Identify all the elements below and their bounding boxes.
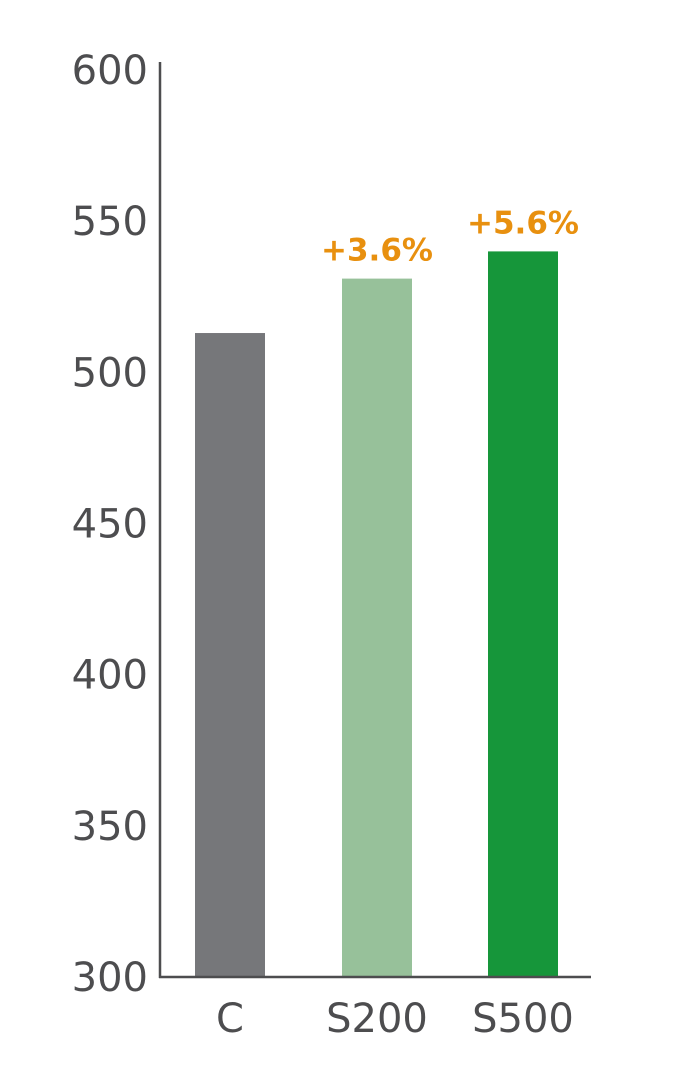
x-tick-label-s200: S200 — [326, 996, 428, 1042]
bar-s500 — [488, 251, 558, 977]
y-tick-label-450: 450 — [72, 502, 148, 548]
y-tick-label-300: 300 — [72, 955, 148, 1001]
x-tick-label-c: C — [216, 996, 244, 1042]
x-tick-label-s500: S500 — [472, 996, 574, 1042]
y-tick-label-400: 400 — [72, 653, 148, 699]
y-axis-ticks: 300 350 400 450 500 550 600 — [72, 48, 148, 1001]
x-axis-labels: C S200 S500 — [216, 996, 574, 1042]
bars-group — [195, 251, 558, 977]
y-tick-label-350: 350 — [72, 804, 148, 850]
y-tick-label-550: 550 — [72, 199, 148, 245]
bar-s200 — [342, 278, 412, 977]
data-label-s500: +5.6% — [467, 205, 579, 241]
y-tick-label-500: 500 — [72, 350, 148, 396]
y-tick-label-600: 600 — [72, 48, 148, 94]
data-label-s200: +3.6% — [321, 233, 433, 269]
bar-c — [195, 333, 265, 977]
data-labels-group: +3.6% +5.6% — [321, 205, 579, 268]
